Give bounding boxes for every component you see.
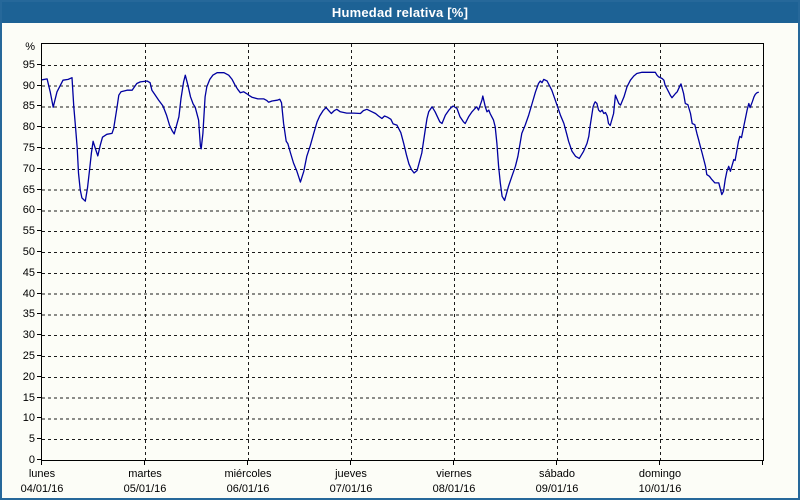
humidity-line-chart (42, 44, 763, 460)
y-tick-mark (37, 355, 41, 356)
x-tick-date-label: 06/01/16 (226, 483, 270, 495)
y-tick-mark (37, 313, 41, 315)
y-tick-mark (37, 292, 41, 294)
y-tick-mark (37, 375, 41, 377)
x-tick-day-label: jueves (335, 468, 367, 480)
x-tick-day-label: viernes (436, 468, 472, 480)
y-tick-mark (37, 105, 41, 107)
plot-area (41, 43, 764, 461)
y-tick-mark (37, 147, 41, 148)
y-tick-label: 25 (22, 350, 35, 362)
y-tick-label: 60 (22, 204, 35, 217)
y-tick-label: 45 (22, 266, 35, 279)
x-tick-mark (453, 461, 454, 465)
x-tick-mark (556, 461, 557, 465)
x-tick-mark (144, 461, 145, 465)
x-tick-date-label: 04/01/16 (20, 483, 64, 495)
x-tick-day-label: martes (128, 468, 162, 480)
y-tick-mark (37, 209, 41, 211)
humidity-series-line (42, 71, 759, 202)
y-tick-label: 95 (22, 58, 35, 71)
y-tick-label: 20 (22, 370, 35, 383)
x-tick-mark (659, 461, 660, 465)
y-tick-label: 85 (22, 100, 35, 113)
x-tick-mark (41, 461, 42, 465)
y-tick-mark (37, 417, 41, 419)
x-tick-date-label: 08/01/16 (432, 483, 476, 495)
title-bar: Humedad relativa [%] (2, 2, 798, 23)
y-tick-label: 80 (22, 121, 35, 134)
y-tick-label: 15 (22, 391, 35, 404)
y-tick-label: 55 (22, 225, 35, 238)
y-tick-label: 5 (28, 433, 35, 446)
y-tick-mark (37, 230, 41, 232)
x-tick-date-label: 07/01/16 (329, 483, 373, 495)
x-tick-date-label: 05/01/16 (123, 483, 167, 495)
y-tick-label: 30 (22, 329, 35, 342)
y-tick-mark (37, 84, 41, 86)
x-tick-mark (762, 461, 763, 465)
y-tick-mark (37, 167, 41, 169)
x-tick-mark (247, 461, 248, 465)
y-tick-label: 10 (22, 412, 35, 425)
y-tick-mark (37, 126, 41, 128)
x-tick-day-label: domingo (638, 468, 682, 480)
y-tick-mark (37, 188, 41, 190)
y-tick-label: 35 (22, 308, 35, 321)
x-tick-mark (350, 461, 351, 465)
y-tick-mark (37, 271, 41, 273)
x-tick-date-label: 10/01/16 (638, 483, 682, 495)
window-title: Humedad relativa [%] (331, 5, 469, 20)
x-tick-date-label: 09/01/16 (535, 483, 579, 495)
y-tick-mark (37, 396, 41, 398)
y-tick-label: 65 (22, 183, 35, 196)
y-tick-mark (37, 438, 41, 440)
x-tick-day-label: miércoles (224, 468, 272, 480)
x-tick-day-label: lunes (28, 468, 56, 480)
y-tick-label: 70 (22, 162, 35, 175)
y-tick-label: 50 (22, 246, 35, 258)
y-tick-label: 40 (22, 287, 35, 300)
y-tick-label: 0 (28, 454, 35, 466)
x-tick-day-label: sábado (538, 468, 576, 480)
y-tick-mark (37, 251, 41, 252)
y-tick-label: 75 (22, 142, 35, 154)
y-axis-unit-label: % (25, 41, 35, 53)
y-tick-mark (37, 334, 41, 336)
y-tick-label: 90 (22, 79, 35, 92)
y-tick-mark (37, 63, 41, 65)
y-tick-mark (37, 459, 41, 460)
